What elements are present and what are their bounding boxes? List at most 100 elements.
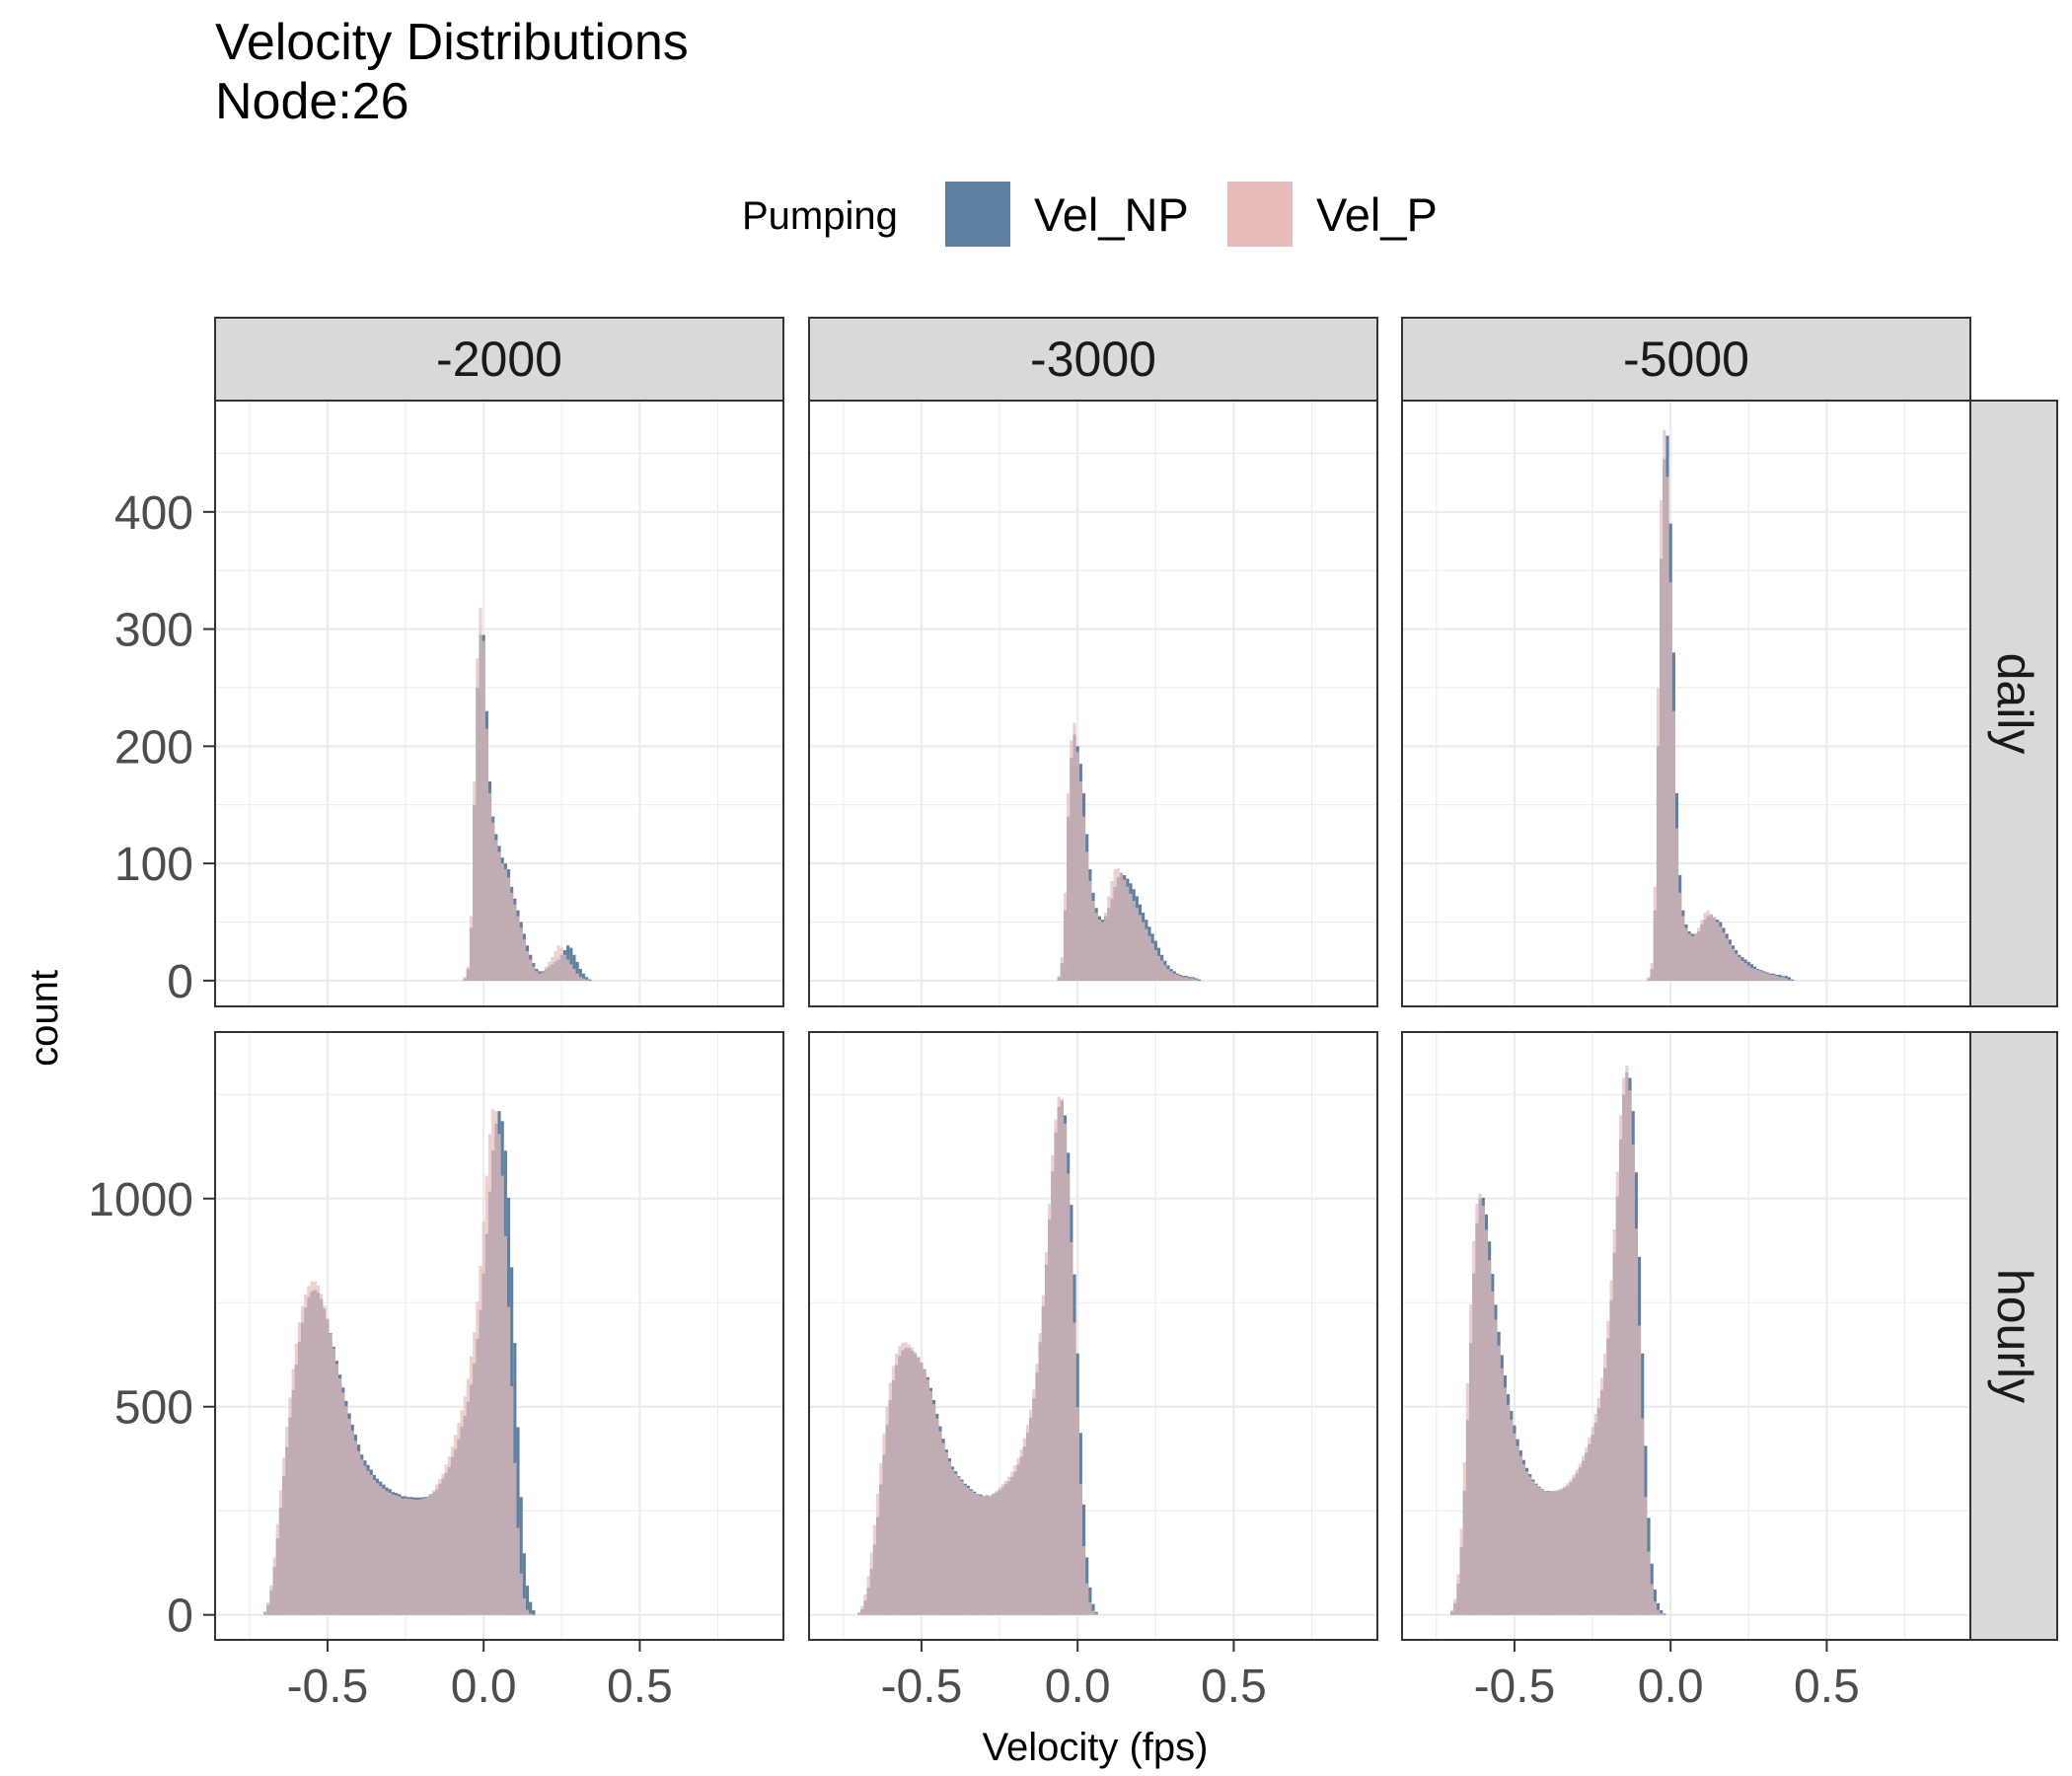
histogram-bar <box>1497 1345 1501 1615</box>
histogram-bar <box>510 892 514 981</box>
histogram-bar <box>1094 1613 1098 1615</box>
x-tick-label: -0.5 <box>881 1661 963 1713</box>
histogram-bar <box>409 1499 413 1615</box>
histogram-bar <box>320 1294 324 1615</box>
histogram-bar <box>1078 780 1082 981</box>
panel-background <box>1402 401 1970 1006</box>
histogram-bar <box>891 1366 896 1615</box>
histogram-bar <box>1510 1419 1514 1615</box>
histogram-bar <box>294 1344 298 1615</box>
histogram-bar <box>316 1285 321 1615</box>
histogram-bar <box>1521 1463 1526 1615</box>
histogram-bar <box>1709 914 1713 981</box>
histogram-bar <box>1456 1574 1460 1615</box>
y-tick-label: 0 <box>167 956 193 1008</box>
histogram-bar <box>941 1443 945 1615</box>
histogram-bar <box>1150 942 1154 981</box>
histogram-bar <box>1182 977 1186 981</box>
histogram-bar <box>1722 932 1726 981</box>
histogram-bar <box>369 1474 373 1615</box>
histogram-bar <box>487 1134 492 1615</box>
histogram-bar <box>529 1613 533 1615</box>
histogram-bar <box>1075 1407 1079 1615</box>
histogram-bar <box>1612 1228 1616 1615</box>
x-tick-label: 0.5 <box>1201 1661 1267 1713</box>
histogram-bar <box>1107 896 1111 981</box>
histogram-bar <box>860 1605 864 1615</box>
histogram-bar <box>1022 1438 1026 1615</box>
histogram-bar <box>1048 1204 1052 1615</box>
histogram-bar <box>1075 752 1079 981</box>
histogram-bar <box>992 1493 996 1615</box>
histogram-bar <box>1135 908 1139 981</box>
histogram-bar <box>928 1390 933 1615</box>
histogram-bar <box>1660 1610 1664 1615</box>
histogram-bar <box>1609 1280 1613 1615</box>
histogram-bar <box>307 1286 311 1615</box>
histogram-bar <box>569 947 573 981</box>
histogram-bar <box>1778 977 1782 981</box>
x-tick-label: 0.0 <box>451 1661 517 1713</box>
histogram-bar <box>1132 901 1136 981</box>
histogram-bar <box>497 1134 501 1615</box>
histogram-bar <box>966 1488 970 1615</box>
histogram-bar <box>1070 1242 1073 1615</box>
histogram-bar <box>454 1434 458 1615</box>
histogram-bar <box>522 939 526 981</box>
histogram-bar <box>476 1301 480 1615</box>
histogram-bar <box>1606 1320 1610 1615</box>
histogram-bar <box>559 947 563 981</box>
histogram-bar <box>401 1498 405 1615</box>
histogram-bar <box>1631 1144 1635 1615</box>
histogram-bar <box>1622 1077 1626 1615</box>
histogram-bar <box>1756 970 1760 981</box>
histogram-bar <box>1700 920 1704 981</box>
histogram-bar <box>1160 960 1164 981</box>
histogram-bar <box>1768 974 1773 981</box>
histogram-bar <box>1603 1353 1607 1615</box>
histogram-bar <box>497 851 501 981</box>
histogram-bar <box>1547 1491 1551 1615</box>
panel-border <box>808 1031 1378 1641</box>
histogram-bar <box>285 1426 289 1615</box>
histogram-bar <box>363 1465 367 1615</box>
histogram-bar <box>360 1459 364 1615</box>
histogram-bar <box>394 1495 399 1615</box>
histogram-bar <box>985 1496 989 1615</box>
histogram-bar <box>1070 740 1073 981</box>
histogram-bar <box>1462 1462 1466 1615</box>
histogram-bar <box>323 1305 327 1615</box>
histogram-bar <box>925 1379 929 1615</box>
histogram-bar <box>1153 949 1157 981</box>
histogram-bar <box>532 966 536 981</box>
histogram-bar <box>491 1109 495 1615</box>
histogram-bar <box>447 1456 451 1615</box>
facet-strip-label: -2000 <box>436 332 562 387</box>
histogram-bar <box>1088 880 1092 981</box>
histogram-bar <box>1147 935 1151 981</box>
histogram-bar <box>1690 935 1694 981</box>
histogram-bar <box>569 964 573 981</box>
histogram-bar <box>1488 1260 1492 1615</box>
histogram-bar <box>538 973 542 981</box>
histogram-bar <box>1738 957 1741 981</box>
histogram-bar <box>1665 477 1669 981</box>
y-tick-label: 100 <box>114 839 193 891</box>
histogram-bar <box>581 973 586 981</box>
histogram-bar <box>1725 938 1729 981</box>
facet-strip-5000 <box>1401 317 1971 402</box>
histogram-bar <box>1728 944 1732 981</box>
y-tick-label: 300 <box>114 605 193 657</box>
histogram-bar <box>1566 1483 1570 1615</box>
histogram-bar <box>954 1473 958 1615</box>
panel-border <box>214 400 784 1007</box>
histogram-bar <box>1719 926 1723 981</box>
histogram-bar <box>513 1462 517 1615</box>
histogram-bar <box>1088 1587 1092 1615</box>
y-tick-label: 1000 <box>88 1174 193 1226</box>
histogram-bar <box>1534 1484 1538 1615</box>
chart-title: Velocity Distributions <box>215 14 689 71</box>
histogram-bar <box>1481 1205 1485 1615</box>
x-tick-label: 0.5 <box>1794 1661 1860 1713</box>
histogram-bar <box>1615 1171 1619 1615</box>
